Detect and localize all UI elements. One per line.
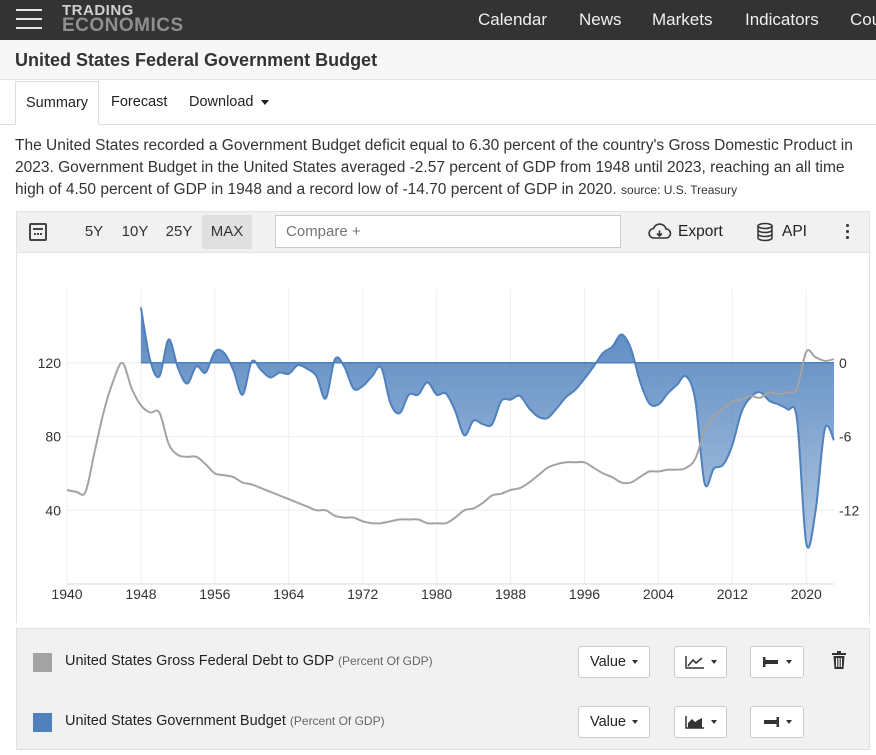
logo-line2: ECONOMICS — [62, 15, 184, 36]
x-tick-label: 2020 — [791, 586, 822, 602]
legend-label-debt: United States Gross Federal Debt to GDP — [65, 653, 334, 669]
range-25y[interactable]: 25Y — [165, 223, 193, 240]
mode-value-debt: Value — [589, 654, 626, 670]
right-tick-label: -12 — [839, 502, 859, 518]
line-chart-icon — [684, 656, 704, 669]
legend-swatch-debt — [33, 653, 52, 672]
export-button[interactable]: Export — [647, 212, 723, 252]
left-tick-label: 40 — [45, 502, 61, 518]
budget-area — [140, 307, 834, 548]
right-axis-icon — [764, 717, 779, 728]
left-axis-icon — [763, 657, 778, 668]
x-tick-label: 1940 — [51, 586, 82, 602]
chart-toolbar: 5Y 10Y 25Y MAX Export API — [16, 211, 870, 253]
chevron-down-icon — [260, 99, 269, 105]
tab-download[interactable]: Download — [189, 81, 269, 125]
more-options-icon[interactable] — [846, 224, 850, 242]
chevron-down-icon — [632, 720, 638, 725]
page-title: United States Federal Government Budget — [15, 50, 378, 70]
x-axis-labels: 1940 1948 1956 1964 1972 1980 1988 1996 2004 2012… — [51, 586, 822, 602]
legend-panel: United States Gross Federal Debt to GDP … — [16, 628, 870, 750]
series-debt — [66, 349, 835, 525]
left-tick-label: 120 — [38, 355, 62, 371]
trash-icon[interactable] — [832, 651, 846, 669]
legend-name-budget: United States Government Budget (Percent… — [65, 713, 385, 729]
nav-news[interactable]: News — [579, 10, 622, 29]
legend-unit-debt: (Percent Of GDP) — [337, 654, 433, 668]
chevron-down-icon — [632, 660, 638, 665]
export-label: Export — [678, 223, 723, 240]
description: The United States recorded a Government … — [15, 135, 875, 201]
legend-row-budget: United States Government Budget (Percent… — [17, 691, 869, 751]
x-tick-label: 1988 — [495, 586, 526, 602]
right-tick-label: 0 — [839, 355, 847, 371]
range-max[interactable]: MAX — [202, 215, 252, 249]
description-text: The United States recorded a Government … — [15, 137, 853, 198]
chevron-down-icon — [786, 660, 792, 665]
right-axis-labels: 0 -6 -12 — [839, 355, 859, 519]
api-button[interactable]: API — [756, 212, 807, 252]
left-tick-label: 80 — [45, 429, 61, 445]
menu-icon[interactable] — [16, 9, 42, 29]
cloud-download-icon — [648, 223, 672, 239]
legend-swatch-budget — [33, 713, 52, 732]
mode-select-debt[interactable]: Value — [578, 646, 650, 678]
x-tick-label: 1964 — [273, 586, 304, 602]
tab-download-label: Download — [189, 94, 254, 110]
logo-line1: TRADING — [62, 2, 134, 19]
area-chart-icon — [684, 716, 704, 729]
tab-bar: Summary Forecast Download — [0, 81, 876, 125]
chart-type-select-budget[interactable] — [674, 706, 727, 738]
axis-select-debt[interactable] — [750, 646, 804, 678]
x-tick-label: 2012 — [717, 586, 748, 602]
mode-select-budget[interactable]: Value — [578, 706, 650, 738]
right-tick-label: -6 — [839, 429, 852, 445]
range-5y[interactable]: 5Y — [84, 223, 104, 240]
range-10y[interactable]: 10Y — [121, 223, 149, 240]
nav-indicators[interactable]: Indicators — [745, 10, 819, 29]
left-axis-labels: 40 80 120 — [38, 355, 62, 519]
x-tick-label: 1948 — [125, 586, 156, 602]
chevron-down-icon — [710, 660, 717, 665]
source-text: source: U.S. Treasury — [621, 183, 738, 197]
database-icon — [757, 222, 773, 242]
x-tick-label: 1972 — [347, 586, 378, 602]
x-tick-label: 1996 — [569, 586, 600, 602]
chevron-down-icon — [710, 720, 717, 725]
legend-row-debt: United States Gross Federal Debt to GDP … — [17, 631, 869, 691]
x-tick-label: 1956 — [199, 586, 230, 602]
axis-select-budget[interactable] — [750, 706, 804, 738]
budget-line — [139, 307, 835, 549]
legend-name-debt: United States Gross Federal Debt to GDP … — [65, 653, 433, 669]
x-tick-label: 2004 — [643, 586, 674, 602]
legend-unit-budget: (Percent Of GDP) — [289, 714, 385, 728]
x-tick-label: 1980 — [421, 586, 452, 602]
nav-countries[interactable]: Cou — [850, 10, 876, 29]
compare-input[interactable] — [275, 215, 621, 248]
legend-label-budget: United States Government Budget — [65, 713, 286, 729]
nav-calendar[interactable]: Calendar — [478, 10, 547, 29]
mode-value-budget: Value — [589, 714, 626, 730]
nav-markets[interactable]: Markets — [652, 10, 713, 29]
tab-forecast[interactable]: Forecast — [111, 94, 168, 110]
top-navbar: TRADING ECONOMICS Calendar News Markets … — [0, 0, 876, 40]
title-bar: United States Federal Government Budget — [0, 40, 876, 80]
chart-type-select-debt[interactable] — [674, 646, 727, 678]
calendar-icon[interactable] — [29, 223, 47, 241]
debt-line — [66, 349, 835, 525]
tab-summary[interactable]: Summary — [15, 81, 100, 125]
api-label: API — [782, 223, 807, 240]
logo[interactable]: TRADING ECONOMICS — [62, 2, 184, 36]
chart-area: 40 80 120 0 -6 -12 1940 1948 1956 1964 1972 1980 1… — [16, 253, 870, 623]
series-budget — [139, 307, 835, 549]
chevron-down-icon — [786, 720, 792, 725]
